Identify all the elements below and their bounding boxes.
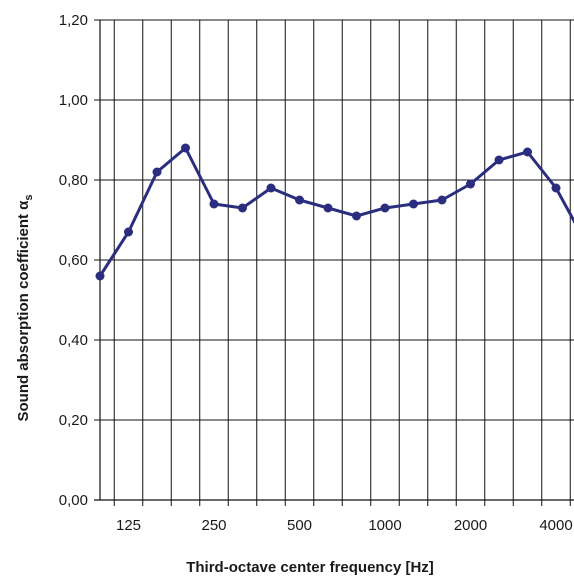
data-point	[152, 167, 162, 177]
y-tick-labels: 0,00 0,20 0,40 0,60 0,80 1,00 1,20	[59, 12, 88, 509]
data-point	[409, 199, 418, 209]
x-tick-label: 250	[201, 517, 226, 534]
data-point	[124, 227, 133, 237]
data-point	[266, 183, 276, 193]
y-tick-label: 0,60	[59, 252, 88, 269]
y-tick-label: 0,20	[59, 412, 88, 429]
data-point	[380, 203, 390, 213]
x-tick-label: 2000	[454, 517, 487, 534]
axes	[94, 20, 574, 501]
y-tick-label: 1,20	[59, 12, 88, 29]
x-axis-title: Third-octave center frequency [Hz]	[186, 559, 434, 576]
data-point	[523, 147, 532, 157]
data-point	[551, 183, 561, 193]
y-axis-title-main: Sound absorption coefficient α	[15, 200, 32, 422]
x-tick-labels: 125 250 500 1000 2000 4000	[116, 517, 573, 534]
y-tick-label: 0,40	[59, 332, 88, 349]
y-tick-label: 0,00	[59, 492, 88, 509]
data-series	[95, 143, 574, 281]
data-point	[209, 199, 219, 209]
data-point	[238, 203, 247, 213]
x-tick-label: 4000	[539, 517, 572, 534]
grid	[94, 19, 574, 506]
data-point	[323, 203, 333, 213]
data-point	[181, 143, 190, 153]
data-point	[437, 195, 447, 205]
data-point	[466, 179, 475, 189]
data-point	[494, 155, 504, 165]
x-tick-label: 500	[287, 517, 312, 534]
x-tick-label: 1000	[368, 517, 401, 534]
data-point	[95, 271, 105, 281]
y-axis-title: Sound absorption coefficient αs	[15, 194, 35, 421]
x-tick-label: 125	[116, 517, 141, 534]
series-line	[98, 146, 574, 277]
y-tick-label: 1,00	[59, 92, 88, 109]
y-axis-title-subscript: s	[23, 194, 35, 200]
data-point	[295, 195, 304, 205]
data-point	[352, 211, 361, 221]
y-tick-label: 0,80	[59, 172, 88, 189]
